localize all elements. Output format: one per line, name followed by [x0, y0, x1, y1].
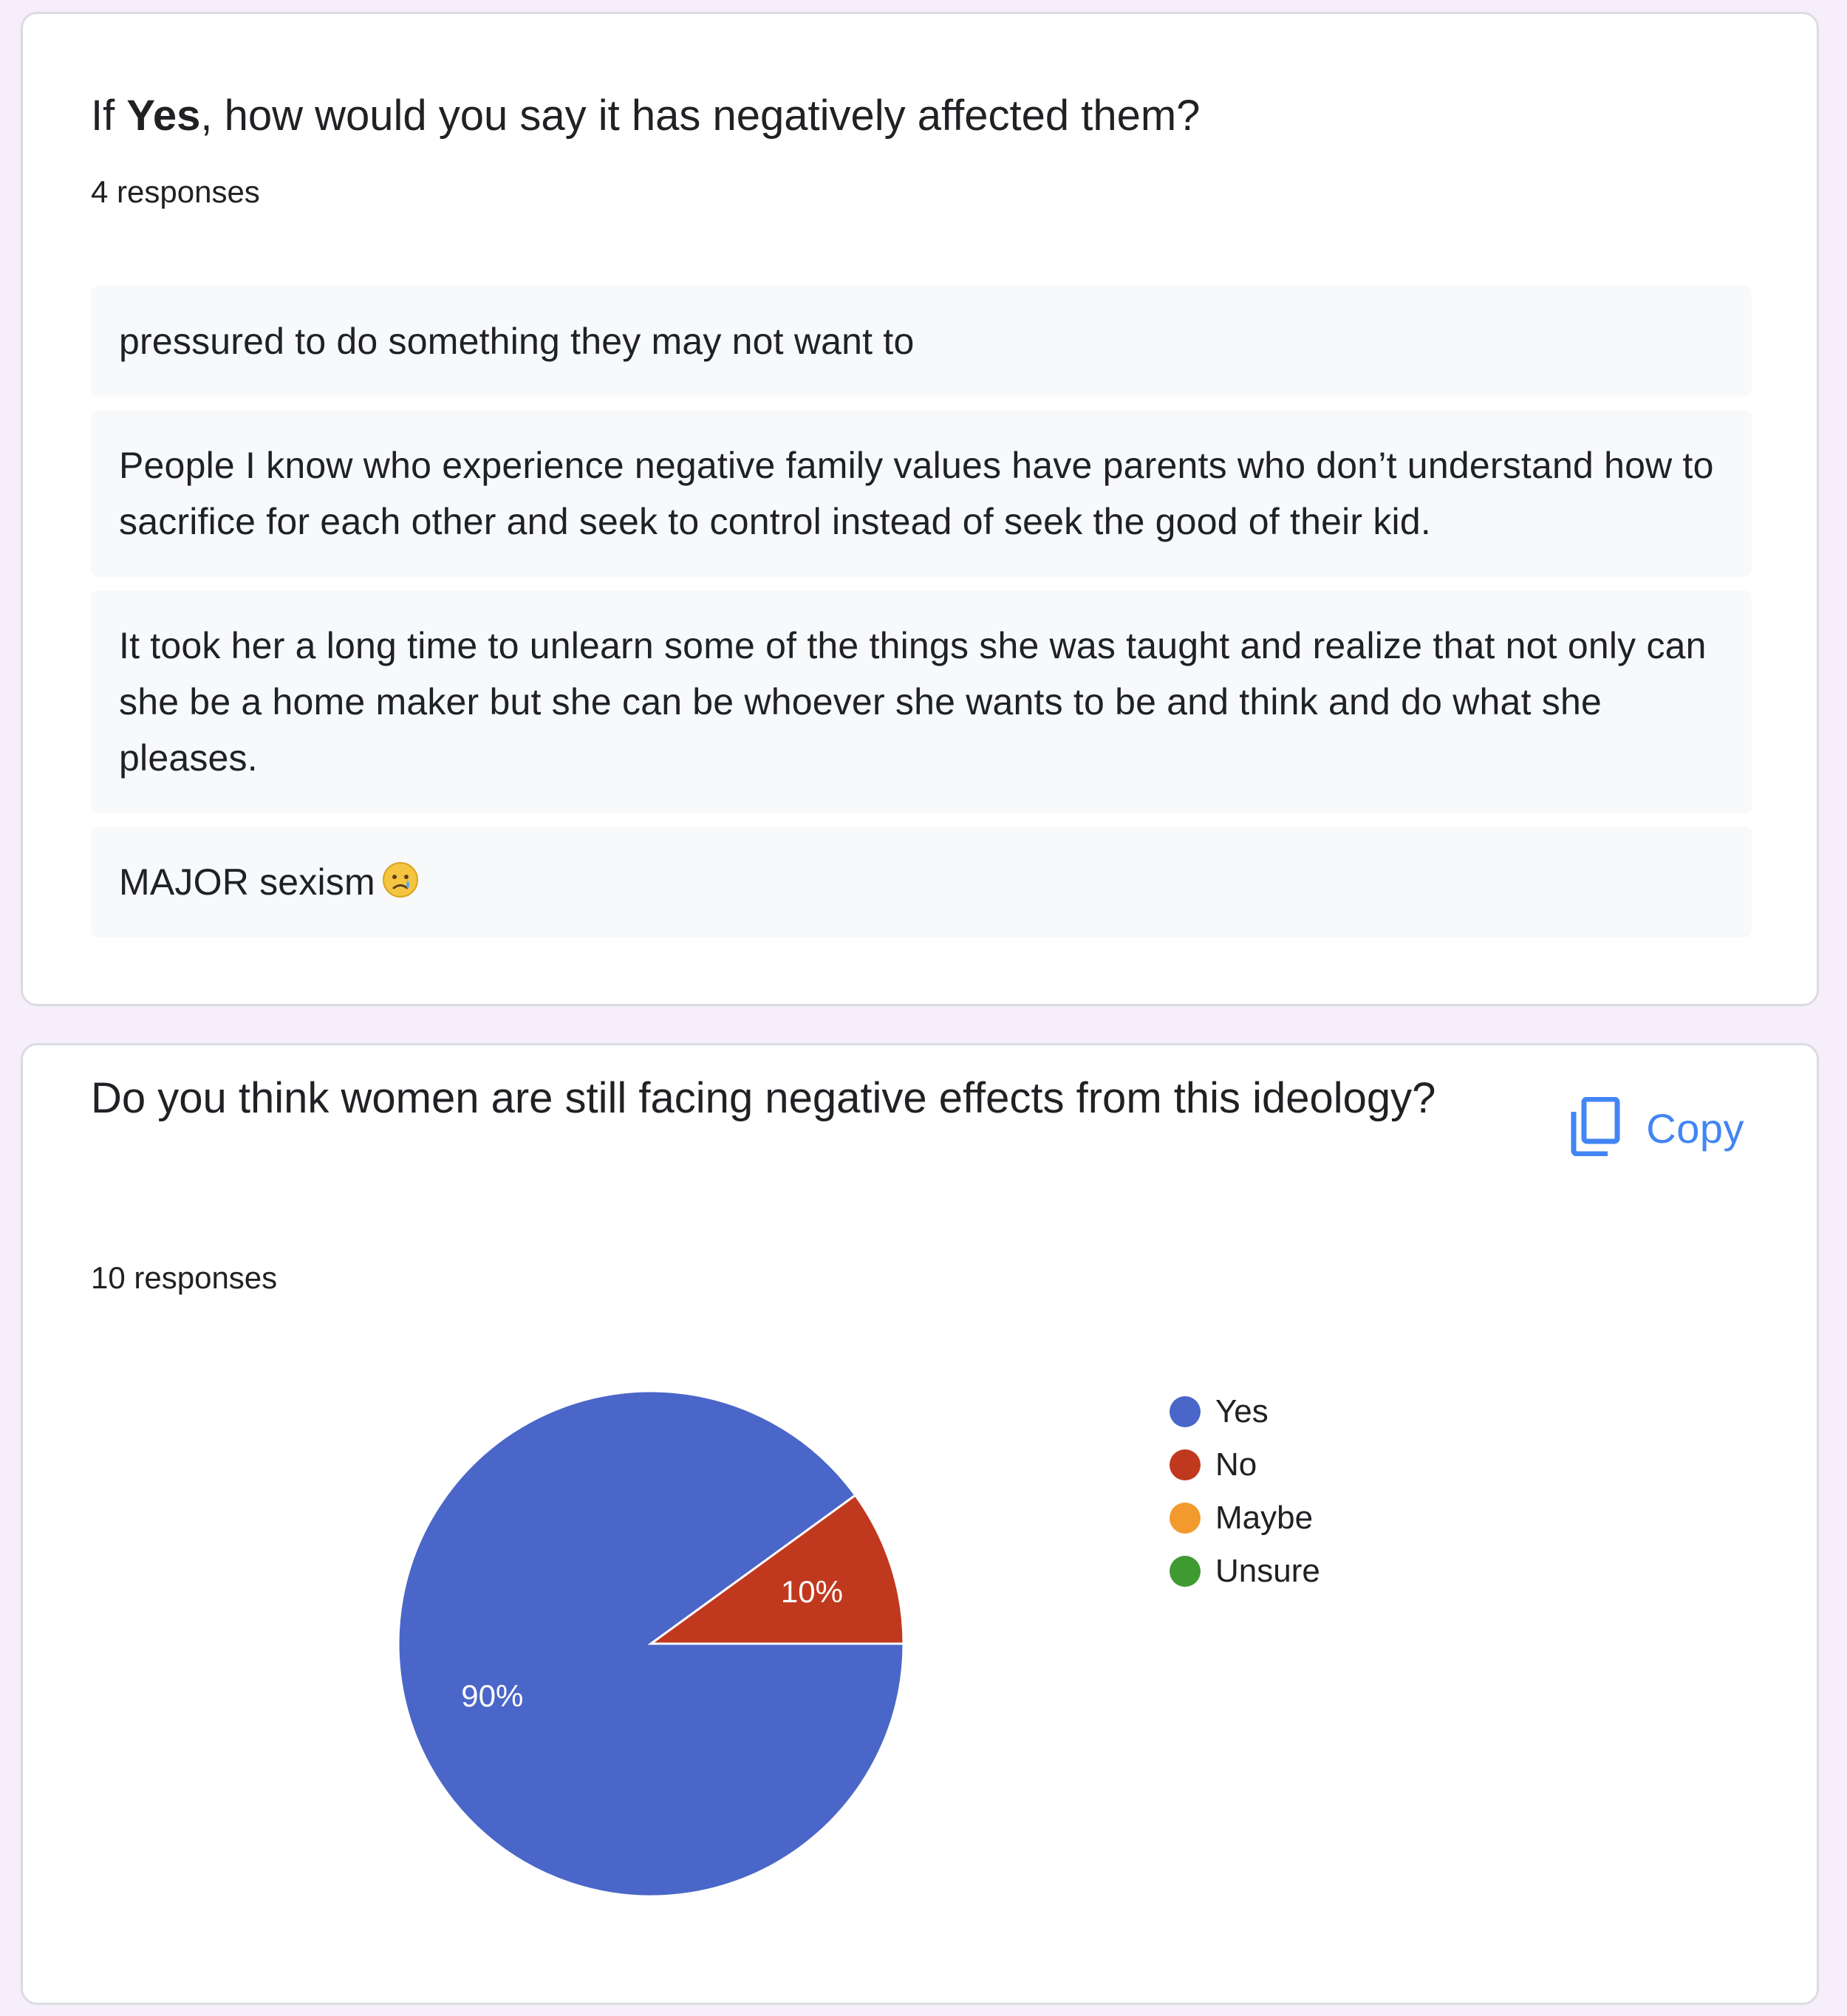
pie-slice-no[interactable] — [647, 1493, 905, 1645]
copy-label: Copy — [1646, 1105, 1744, 1152]
legend-label-no: No — [1215, 1446, 1257, 1483]
response-count: 10 responses — [91, 1260, 278, 1295]
chart-legend: Yes No Maybe Unsure — [1170, 1385, 1320, 1598]
response-text: MAJOR sexism — [119, 861, 375, 903]
legend-label-unsure: Unsure — [1215, 1553, 1320, 1589]
legend-label-yes: Yes — [1215, 1393, 1269, 1429]
response-item: pressured to do something they may not w… — [91, 286, 1752, 397]
response-item: MAJOR sexism — [91, 827, 1752, 937]
legend-dot-unsure — [1170, 1556, 1201, 1587]
legend-label-maybe: Maybe — [1215, 1500, 1314, 1536]
pie-label-yes: 90% — [461, 1678, 523, 1713]
pie-label-no: 10% — [781, 1574, 843, 1609]
copy-icon — [1569, 1096, 1621, 1160]
response-count: 4 responses — [91, 174, 260, 209]
question-title: Do you think women are still facing nega… — [91, 1074, 1436, 1122]
legend-dot-yes — [1170, 1396, 1201, 1427]
response-item: It took her a long time to unlearn some … — [91, 590, 1752, 813]
pie-chart: 10% 90% — [397, 1390, 905, 1898]
legend-dot-maybe — [1170, 1503, 1201, 1534]
copy-chart-button[interactable]: Copy — [1569, 1096, 1744, 1160]
legend-item-no[interactable]: No — [1170, 1438, 1320, 1492]
response-item: People I know who experience negative fa… — [91, 410, 1752, 577]
crying-face-emoji-icon — [381, 858, 420, 898]
question-card-negative-effects: If Yes, how would you say it has negativ… — [21, 12, 1819, 1006]
legend-item-yes[interactable]: Yes — [1170, 1385, 1320, 1438]
pie-slice-yes[interactable] — [397, 1390, 905, 1898]
legend-item-unsure[interactable]: Unsure — [1170, 1545, 1320, 1598]
question-card-still-facing-effects: Do you think women are still facing nega… — [21, 1043, 1819, 2005]
question-title: If Yes, how would you say it has negativ… — [91, 92, 1201, 140]
legend-dot-no — [1170, 1449, 1201, 1480]
legend-item-maybe[interactable]: Maybe — [1170, 1492, 1320, 1545]
